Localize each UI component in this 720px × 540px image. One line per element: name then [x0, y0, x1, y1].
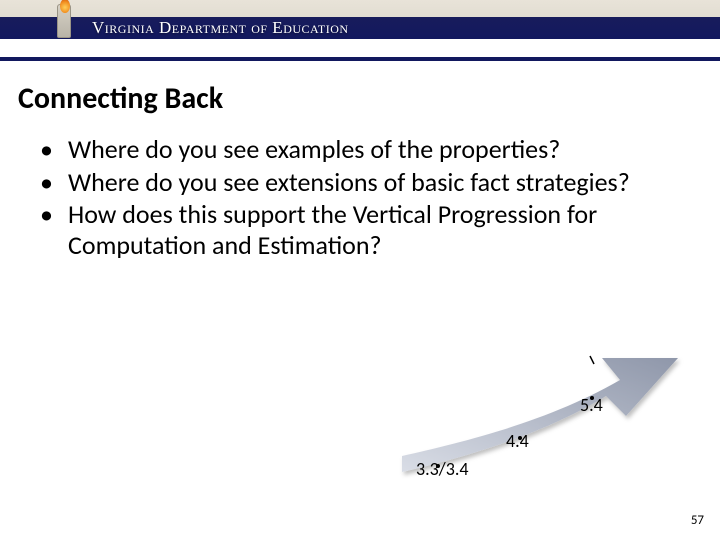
- org-name: Virginia Department of Education: [92, 18, 349, 38]
- bullet-text: How does this support the Vertical Progr…: [68, 198, 597, 261]
- standard-label: 5.4: [580, 394, 603, 416]
- bullet-list: Where do you see examples of the propert…: [40, 134, 680, 263]
- progression-arrow: 3.3/3.4 4.4 5.4: [394, 344, 694, 484]
- slide-title: Connecting Back: [18, 80, 223, 117]
- page-number: 57: [691, 513, 704, 528]
- bullet-item: How does this support the Vertical Progr…: [40, 199, 680, 260]
- bullet-item: Where do you see extensions of basic fac…: [40, 167, 680, 198]
- banner-underline: [0, 57, 720, 61]
- standard-label: 3.3/3.4: [416, 458, 469, 480]
- standard-label: 4.4: [506, 430, 529, 452]
- header-banner: Virginia Department of Education: [0, 0, 720, 64]
- slide: Virginia Department of Education Connect…: [0, 0, 720, 540]
- bullet-text: Where do you see examples of the propert…: [68, 133, 560, 165]
- bullet-text: Where do you see extensions of basic fac…: [68, 166, 630, 198]
- torch-seal-icon: [44, 4, 84, 52]
- bullet-item: Where do you see examples of the propert…: [40, 134, 680, 165]
